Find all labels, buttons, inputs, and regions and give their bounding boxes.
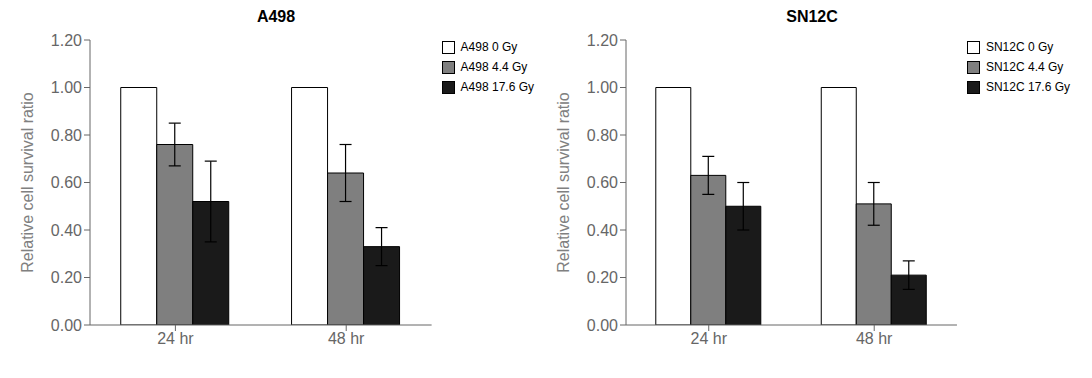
svg-text:0.60: 0.60 [587,174,618,191]
svg-text:48 hr: 48 hr [856,330,893,347]
svg-text:0.20: 0.20 [587,269,618,286]
html-text:SN12C: SN12C [786,8,838,25]
svg-text:0.00: 0.00 [587,317,618,334]
html-text:A498 4.4 Gy: A498 4.4 Gy [460,60,528,74]
html-text:A498 17.6 Gy: A498 17.6 Gy [460,80,534,94]
svg-text:0.80: 0.80 [587,127,618,144]
svg-text:0.80: 0.80 [51,127,82,144]
svg-text:0.20: 0.20 [51,269,82,286]
svg-text:Relative cell survival ratio: Relative cell survival ratio [555,92,572,273]
svg-text:0.60: 0.60 [51,174,82,191]
svg-text:48 hr: 48 hr [328,330,365,347]
svg-text:0.40: 0.40 [51,222,82,239]
html-text:SN12C 4.4 Gy: SN12C 4.4 Gy [986,60,1064,74]
svg-text:1.20: 1.20 [51,32,82,49]
html-text:A498 0 Gy: A498 0 Gy [460,40,518,54]
svg-text:1.00: 1.00 [587,79,618,96]
svg-text:1.20: 1.20 [587,32,618,49]
html-text:SN12C 0 Gy: SN12C 0 Gy [986,40,1054,54]
svg-text:0.40: 0.40 [587,222,618,239]
svg-text:1.00: 1.00 [51,79,82,96]
svg-text:0.00: 0.00 [51,317,82,334]
html-text:A498: A498 [256,8,296,25]
html-text:SN12C 17.6 Gy: SN12C 17.6 Gy [986,80,1070,94]
svg-text:24 hr: 24 hr [691,330,728,347]
svg-text:Relative cell survival ratio: Relative cell survival ratio [19,92,36,273]
svg-text:24 hr: 24 hr [157,330,194,347]
